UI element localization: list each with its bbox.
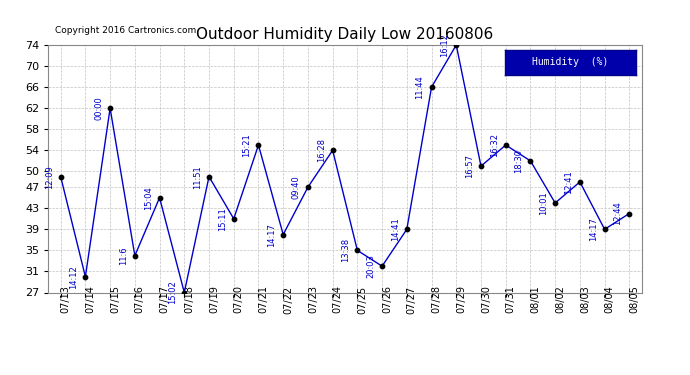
Point — [80, 274, 91, 280]
Point — [550, 200, 561, 206]
Text: 18:30: 18:30 — [515, 149, 524, 173]
Text: 15:02: 15:02 — [168, 280, 177, 304]
Text: 00:00: 00:00 — [94, 96, 104, 120]
Text: 12:41: 12:41 — [564, 170, 573, 194]
Text: 14:41: 14:41 — [391, 217, 400, 241]
Point — [475, 163, 486, 169]
Text: 16:57: 16:57 — [465, 154, 474, 178]
Point — [302, 184, 313, 190]
Point — [228, 216, 239, 222]
Point — [426, 84, 437, 90]
Text: 13:38: 13:38 — [342, 238, 351, 262]
Point — [525, 158, 536, 164]
Point — [105, 105, 116, 111]
Text: Copyright 2016 Cartronics.com: Copyright 2016 Cartronics.com — [55, 26, 197, 35]
Text: 11:51: 11:51 — [193, 165, 202, 189]
Text: 16:32: 16:32 — [490, 133, 499, 157]
Point — [451, 42, 462, 48]
Text: 20:03: 20:03 — [366, 254, 375, 278]
Point — [327, 147, 338, 153]
Text: 11:6: 11:6 — [119, 246, 128, 265]
Text: 16:28: 16:28 — [317, 138, 326, 162]
Text: 11:44: 11:44 — [415, 75, 424, 99]
Text: 14:12: 14:12 — [70, 265, 79, 289]
Point — [500, 142, 511, 148]
Point — [129, 253, 140, 259]
Point — [179, 290, 190, 296]
Point — [253, 142, 264, 148]
Point — [277, 232, 288, 238]
Point — [204, 174, 215, 180]
Text: 12:44: 12:44 — [613, 202, 622, 225]
Point — [352, 248, 363, 254]
Point — [377, 263, 388, 269]
Point — [624, 210, 635, 216]
Text: 16:12: 16:12 — [440, 33, 449, 57]
Point — [574, 179, 585, 185]
Text: 14:17: 14:17 — [589, 217, 598, 241]
Text: 12:09: 12:09 — [45, 165, 54, 189]
Text: 14:17: 14:17 — [267, 223, 276, 246]
Text: 09:40: 09:40 — [292, 175, 301, 199]
Point — [154, 195, 165, 201]
Point — [55, 174, 66, 180]
Text: 15:21: 15:21 — [242, 133, 252, 157]
Point — [402, 226, 413, 232]
Text: 10:01: 10:01 — [539, 191, 549, 215]
Text: 15:04: 15:04 — [144, 186, 152, 210]
Text: 15:11: 15:11 — [218, 207, 227, 231]
Point — [599, 226, 610, 232]
Title: Outdoor Humidity Daily Low 20160806: Outdoor Humidity Daily Low 20160806 — [197, 27, 493, 42]
